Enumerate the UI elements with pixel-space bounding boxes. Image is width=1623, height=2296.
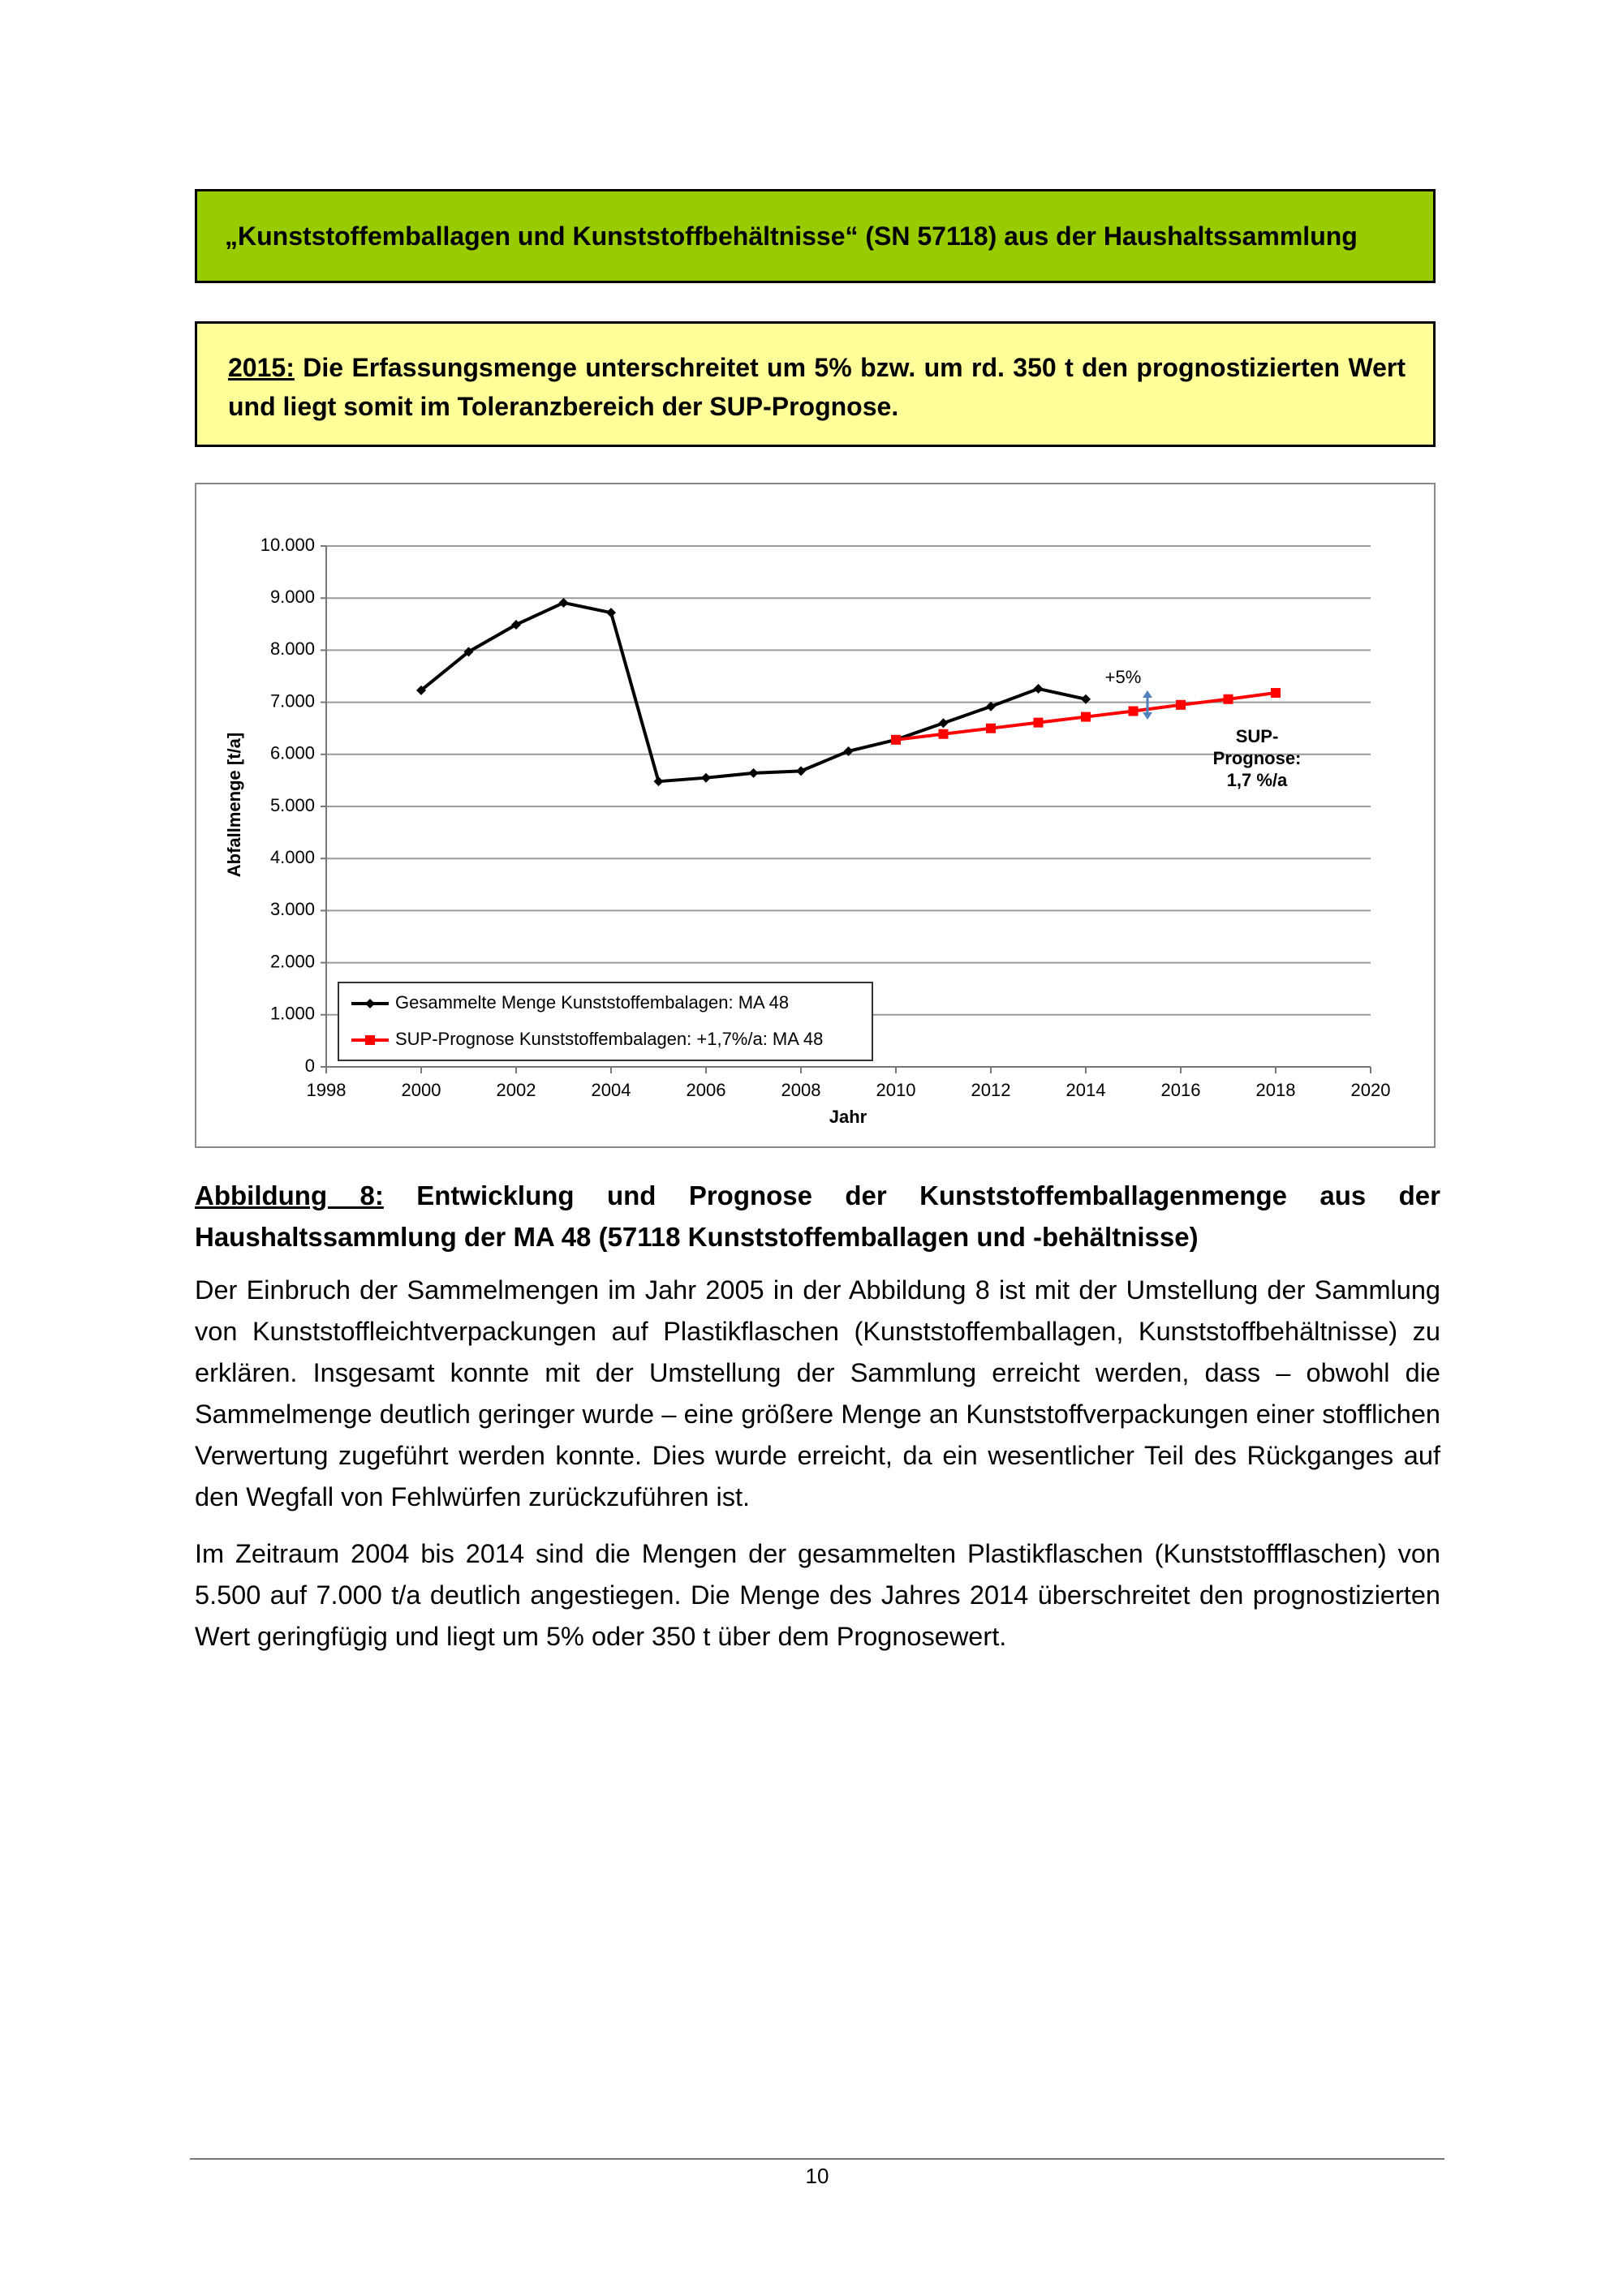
y-tick-label: 2.000 bbox=[270, 951, 315, 971]
x-tick-label: 2010 bbox=[876, 1080, 916, 1100]
footer-rule bbox=[190, 2158, 1444, 2160]
y-tick-label: 6.000 bbox=[270, 743, 315, 763]
annotation: SUP- bbox=[1236, 726, 1279, 746]
x-tick-label: 2020 bbox=[1351, 1080, 1391, 1100]
data-point bbox=[1128, 706, 1139, 716]
y-tick-label: 3.000 bbox=[270, 899, 315, 919]
data-point bbox=[701, 772, 711, 783]
annotation: Prognose: bbox=[1213, 748, 1302, 768]
x-tick-label: 2000 bbox=[402, 1080, 441, 1100]
section-title-box: „Kunststoffemballagen und Kunststoffbehä… bbox=[195, 189, 1436, 283]
data-point bbox=[558, 597, 569, 608]
paragraph: Der Einbruch der Sammelmengen im Jahr 20… bbox=[195, 1275, 1440, 1511]
data-point bbox=[1081, 694, 1091, 704]
data-point bbox=[986, 723, 996, 733]
y-tick-label: 1.000 bbox=[270, 1004, 315, 1024]
chart: Abfallmenge [t/a] Jahr 0 1.000 2.000 3.000 4… bbox=[224, 535, 1391, 1127]
y-tick-label: 0 bbox=[305, 1056, 315, 1076]
x-tick-label: 2004 bbox=[592, 1080, 631, 1100]
data-point bbox=[748, 767, 759, 778]
y-tick-label: 7.000 bbox=[270, 690, 315, 711]
data-point bbox=[416, 685, 426, 695]
legend-box bbox=[338, 982, 873, 1061]
x-tick-label: 2014 bbox=[1066, 1080, 1106, 1100]
data-point bbox=[796, 766, 806, 776]
annotation: 1,7 %/a bbox=[1227, 770, 1288, 790]
highlight-text: Die Erfassungsmenge unterschreitet um 5%… bbox=[228, 353, 1406, 421]
data-point bbox=[986, 701, 996, 712]
data-point bbox=[891, 734, 901, 745]
y-tick-label: 5.000 bbox=[270, 795, 315, 815]
legend-marker bbox=[365, 999, 375, 1008]
data-point bbox=[511, 619, 521, 630]
x-tick-label: 2006 bbox=[687, 1080, 726, 1100]
chart-frame: Abfallmenge [t/a] Jahr 0 1.000 2.000 3.000 4… bbox=[195, 483, 1436, 1148]
section-title: „Kunststoffemballagen und Kunststoffbehä… bbox=[225, 221, 1358, 251]
legend-label: SUP-Prognose Kunststoffembalagen: +1,7%/… bbox=[395, 1029, 823, 1049]
x-tick-label: 2018 bbox=[1256, 1080, 1296, 1100]
data-point bbox=[1223, 694, 1233, 704]
data-point bbox=[463, 647, 474, 657]
x-tick-label: 2016 bbox=[1161, 1080, 1201, 1100]
page-number: 10 bbox=[805, 2164, 829, 2188]
legend-marker bbox=[365, 1035, 375, 1045]
paragraph: Im Zeitraum 2004 bis 2014 sind die Menge… bbox=[195, 1539, 1440, 1651]
data-point bbox=[1271, 688, 1281, 699]
caption-text: Entwicklung und Prognose der Kunststoffe… bbox=[195, 1180, 1440, 1252]
x-axis-label: Jahr bbox=[829, 1107, 867, 1127]
data-point bbox=[1176, 699, 1186, 710]
annotation: +5% bbox=[1105, 667, 1142, 687]
x-tick-label: 2008 bbox=[781, 1080, 821, 1100]
figure-caption: Abbildung 8: Entwicklung und Prognose de… bbox=[195, 1175, 1440, 1258]
y-axis-label: Abfallmenge [t/a] bbox=[224, 733, 244, 877]
annotation-arrowhead bbox=[1143, 690, 1152, 698]
x-tick-label: 1998 bbox=[307, 1080, 347, 1100]
x-tick-label: 2012 bbox=[971, 1080, 1011, 1100]
y-tick-label: 9.000 bbox=[270, 587, 315, 607]
data-point bbox=[1033, 683, 1044, 694]
annotation-arrowhead bbox=[1143, 712, 1152, 720]
data-point bbox=[1033, 717, 1044, 728]
data-point bbox=[843, 746, 854, 756]
caption-label: Abbildung 8: bbox=[195, 1180, 384, 1210]
highlight-label: 2015: bbox=[228, 353, 295, 382]
y-tick-label: 4.000 bbox=[270, 847, 315, 867]
data-point bbox=[1081, 712, 1091, 722]
data-point bbox=[938, 718, 949, 729]
legend-label: Gesammelte Menge Kunststoffembalagen: MA… bbox=[395, 992, 789, 1013]
y-tick-label: 10.000 bbox=[260, 535, 315, 555]
data-point bbox=[606, 608, 616, 618]
data-point bbox=[653, 776, 664, 787]
data-point bbox=[938, 729, 949, 739]
x-tick-label: 2002 bbox=[497, 1080, 536, 1100]
y-tick-label: 8.000 bbox=[270, 638, 315, 659]
highlight-box: 2015: Die Erfassungsmenge unterschreitet… bbox=[195, 321, 1436, 447]
